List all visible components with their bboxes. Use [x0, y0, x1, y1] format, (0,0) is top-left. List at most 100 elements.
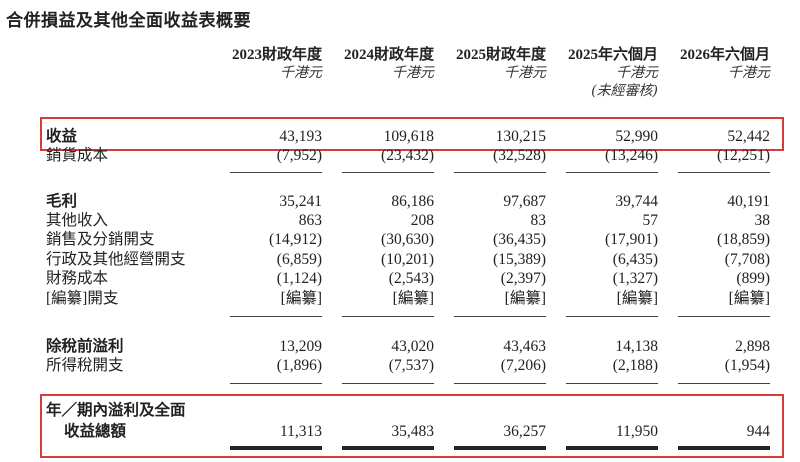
- row-value: 43,463: [503, 338, 546, 355]
- row-value: (1,327): [612, 270, 658, 287]
- row-value: [編纂]: [728, 290, 770, 307]
- row-value: (1,954): [724, 357, 770, 374]
- row-value: 11,950: [615, 423, 658, 440]
- row-label: 年／期內溢利及全面: [46, 402, 186, 419]
- row-value: (32,528): [493, 147, 546, 164]
- row-value: (6,435): [612, 251, 658, 268]
- column-unit: 千港元: [728, 65, 770, 81]
- row-value: 83: [530, 212, 547, 229]
- row-label: 收益總額: [64, 423, 127, 440]
- row-value: (14,912): [269, 231, 322, 248]
- row-value: (18,859): [717, 231, 770, 248]
- row-value: (23,432): [381, 147, 434, 164]
- table-row: 銷貨成本 (7,952) (23,432) (32,528) (13,246) (12,2…: [46, 146, 786, 166]
- row-value: 39,744: [615, 193, 658, 210]
- row-value: 11,313: [279, 423, 322, 440]
- subtotal-rule: [566, 383, 658, 384]
- row-value: 52,990: [615, 128, 658, 145]
- row-value: 13,209: [279, 338, 322, 355]
- row-value: (7,708): [724, 251, 770, 268]
- column-header: 2026年六個月 千港元: [658, 46, 770, 82]
- row-value: 40,191: [727, 193, 770, 210]
- row-value: 2,898: [735, 338, 770, 355]
- table-row: 財務成本 (1,124) (2,543) (2,397) (1,327) (899): [46, 269, 786, 289]
- row-label: [編纂]開支: [46, 290, 119, 307]
- row-label: 行政及其他經營開支: [46, 251, 186, 268]
- subtotal-rule: [678, 383, 770, 384]
- row-value: 38: [754, 212, 771, 229]
- column-period: 2025年六個月: [567, 47, 658, 63]
- row-value: [編纂]: [280, 290, 322, 307]
- row-value: (30,630): [381, 231, 434, 248]
- row-value: 208: [410, 212, 434, 229]
- table-row: 毛利 35,241 86,186 97,687 39,744 40,191: [46, 192, 786, 212]
- row-label: 收益: [46, 128, 78, 145]
- subtotal-rule: [230, 383, 322, 384]
- row-value: (1,896): [276, 357, 322, 374]
- column-period: 2026年六個月: [679, 47, 770, 63]
- subtotal-rule: [454, 316, 546, 317]
- row-label: 除稅前溢利: [46, 338, 124, 355]
- total-double-rule: [342, 446, 434, 450]
- revenue-highlight-box: [40, 117, 784, 151]
- table-row: [編纂]開支 [編纂] [編纂] [編纂] [編纂] [編纂]: [46, 289, 786, 309]
- row-value: (17,901): [605, 231, 658, 248]
- subtotal-rule: [566, 316, 658, 317]
- column-unit: 千港元: [504, 65, 546, 81]
- row-value: (2,543): [388, 270, 434, 287]
- row-label: 銷售及分銷開支: [46, 231, 155, 248]
- column-unit: 千港元: [616, 65, 658, 81]
- total-double-rule: [566, 446, 658, 450]
- total-label-line2: 收益總額: [46, 422, 786, 442]
- column-unit: 千港元: [280, 65, 322, 81]
- row-value: (7,537): [388, 357, 434, 374]
- row-value: (13,246): [605, 147, 658, 164]
- row-value: (15,389): [493, 251, 546, 268]
- row-value: 43,193: [279, 128, 322, 145]
- table-row: 所得稅開支 (1,896) (7,537) (7,206) (2,188) (1,954): [46, 356, 786, 376]
- subtotal-rule: [678, 172, 770, 173]
- row-value: 109,618: [383, 128, 434, 145]
- row-value: 35,483: [391, 423, 434, 440]
- row-value: 14,138: [615, 338, 658, 355]
- row-value: [編纂]: [616, 290, 658, 307]
- subtotal-rule: [454, 383, 546, 384]
- row-label: 財務成本: [46, 270, 109, 287]
- subtotal-rule: [454, 172, 546, 173]
- subtotal-rule: [230, 172, 322, 173]
- row-value: 57: [642, 212, 659, 229]
- row-value: [編纂]: [504, 290, 546, 307]
- row-value: 944: [746, 423, 770, 440]
- column-header: 2023財政年度 千港元: [210, 46, 322, 82]
- total-double-rule: [678, 446, 770, 450]
- column-note: (未經審核): [591, 83, 658, 99]
- total-row: 11,313 35,483 36,257 11,950 944: [46, 422, 786, 442]
- row-value: 86,186: [391, 193, 434, 210]
- table-row: 除稅前溢利 13,209 43,020 43,463 14,138 2,898: [46, 337, 786, 357]
- page-title: 合併損益及其他全面收益表概要: [6, 11, 251, 31]
- row-value: 52,442: [727, 128, 770, 145]
- table-row: 行政及其他經營開支 (6,859) (10,201) (15,389) (6,435) (…: [46, 250, 786, 270]
- row-value: (2,397): [500, 270, 546, 287]
- table-row: 銷售及分銷開支 (14,912) (30,630) (36,435) (17,901) (…: [46, 230, 786, 250]
- total-double-rule: [230, 446, 322, 450]
- row-value: 130,215: [495, 128, 546, 145]
- table-row: 收益 43,193 109,618 130,215 52,990 52,442: [46, 127, 786, 147]
- subtotal-rule: [566, 172, 658, 173]
- subtotal-rule: [342, 383, 434, 384]
- row-label: 毛利: [46, 193, 78, 210]
- table-row: 其他收入 863 208 83 57 38: [46, 211, 786, 231]
- subtotal-rule: [678, 316, 770, 317]
- row-value: (36,435): [493, 231, 546, 248]
- row-value: (899): [736, 270, 770, 287]
- column-period: 2023財政年度: [231, 47, 322, 63]
- row-value: [編纂]: [392, 290, 434, 307]
- total-label-line1: 年／期內溢利及全面: [46, 401, 786, 421]
- row-value: 35,241: [279, 193, 322, 210]
- column-period: 2025財政年度: [455, 47, 546, 63]
- row-label: 其他收入: [46, 212, 109, 229]
- column-unit: 千港元: [392, 65, 434, 81]
- row-value: 863: [298, 212, 322, 229]
- row-value: (12,251): [717, 147, 770, 164]
